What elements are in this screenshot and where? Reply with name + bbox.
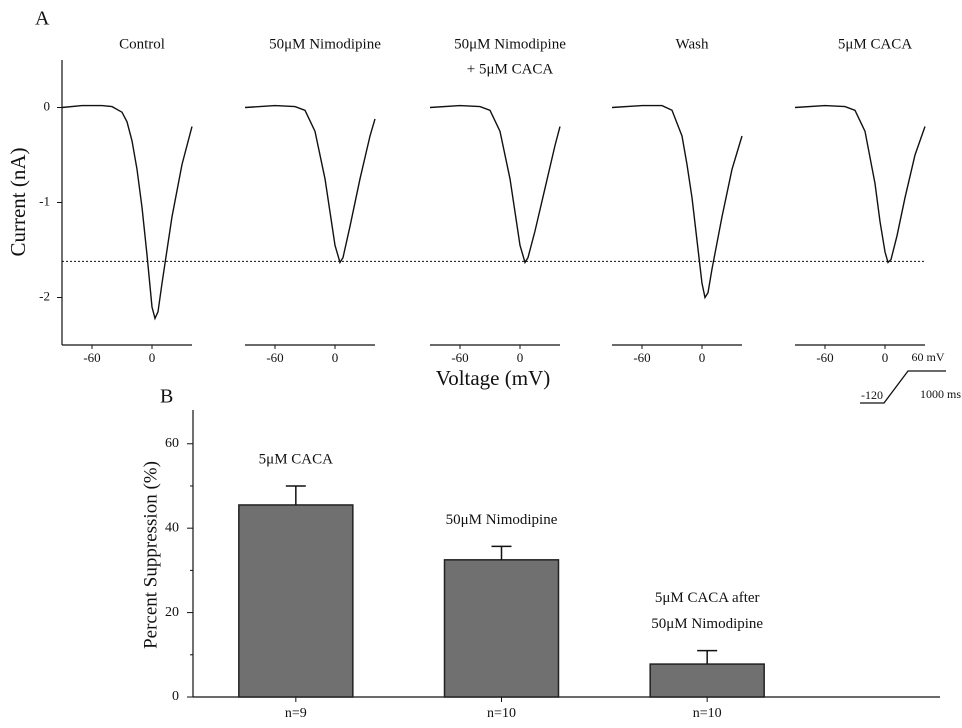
bar-annotation: 50μM Nimodipine (651, 616, 763, 632)
error-bar (491, 545, 512, 560)
bar-annotation: 5μM CACA after (655, 590, 760, 606)
subplot-title: Wash (676, 36, 709, 52)
bar (238, 504, 354, 698)
y-tick-label: -1 (39, 193, 50, 208)
current-trace (794, 104, 926, 264)
y-tick-label: 40 (165, 520, 179, 535)
panel-label: B (160, 386, 173, 408)
subplot-title: Control (119, 36, 165, 52)
bar (443, 559, 560, 698)
bar (649, 663, 765, 698)
x-tick-label: 0 (332, 350, 339, 365)
bar-annotation: 5μM CACA (259, 451, 333, 467)
y-axis-title: Percent Suppression (%) (140, 461, 161, 649)
y-tick-label: 60 (165, 436, 179, 451)
y-tick-label: -2 (39, 288, 50, 303)
x-tick-label: -60 (266, 350, 283, 365)
x-tick-label: 0 (699, 350, 706, 365)
x-tick-label: n=10 (487, 706, 516, 721)
subplot-title: 50μM Nimodipine (269, 36, 381, 52)
x-tick-label: n=10 (693, 706, 722, 721)
y-tick-label: 0 (172, 689, 179, 704)
x-tick-label: -60 (816, 350, 833, 365)
x-tick-label: 0 (517, 350, 524, 365)
subplot-title: 5μM CACA (838, 36, 912, 52)
x-tick-label: 0 (149, 350, 156, 365)
protocol-label: 1000 ms (920, 387, 961, 401)
current-trace (244, 104, 376, 265)
x-tick-label: -60 (633, 350, 650, 365)
error-bar (697, 649, 718, 665)
subplot-title: + 5μM CACA (467, 61, 554, 77)
protocol-ramp (860, 370, 946, 404)
subplot-title: 50μM Nimodipine (454, 36, 566, 52)
y-tick-label: 0 (44, 98, 51, 113)
y-axis-title: Current (nA) (6, 147, 30, 256)
x-tick-label: 0 (882, 350, 889, 365)
protocol-label: 60 mV (912, 350, 945, 364)
current-trace (61, 104, 193, 321)
x-axis-title: Voltage (mV) (436, 366, 551, 390)
current-trace (429, 104, 561, 265)
y-tick-label: 20 (165, 605, 179, 620)
error-bar (285, 485, 306, 505)
current-trace (611, 104, 743, 300)
panel-label: A (35, 8, 50, 30)
bar-annotation: 50μM Nimodipine (446, 512, 558, 528)
x-tick-label: n=9 (285, 706, 307, 721)
protocol-label: -120 (861, 388, 883, 402)
x-tick-label: -60 (451, 350, 468, 365)
x-tick-label: -60 (83, 350, 100, 365)
